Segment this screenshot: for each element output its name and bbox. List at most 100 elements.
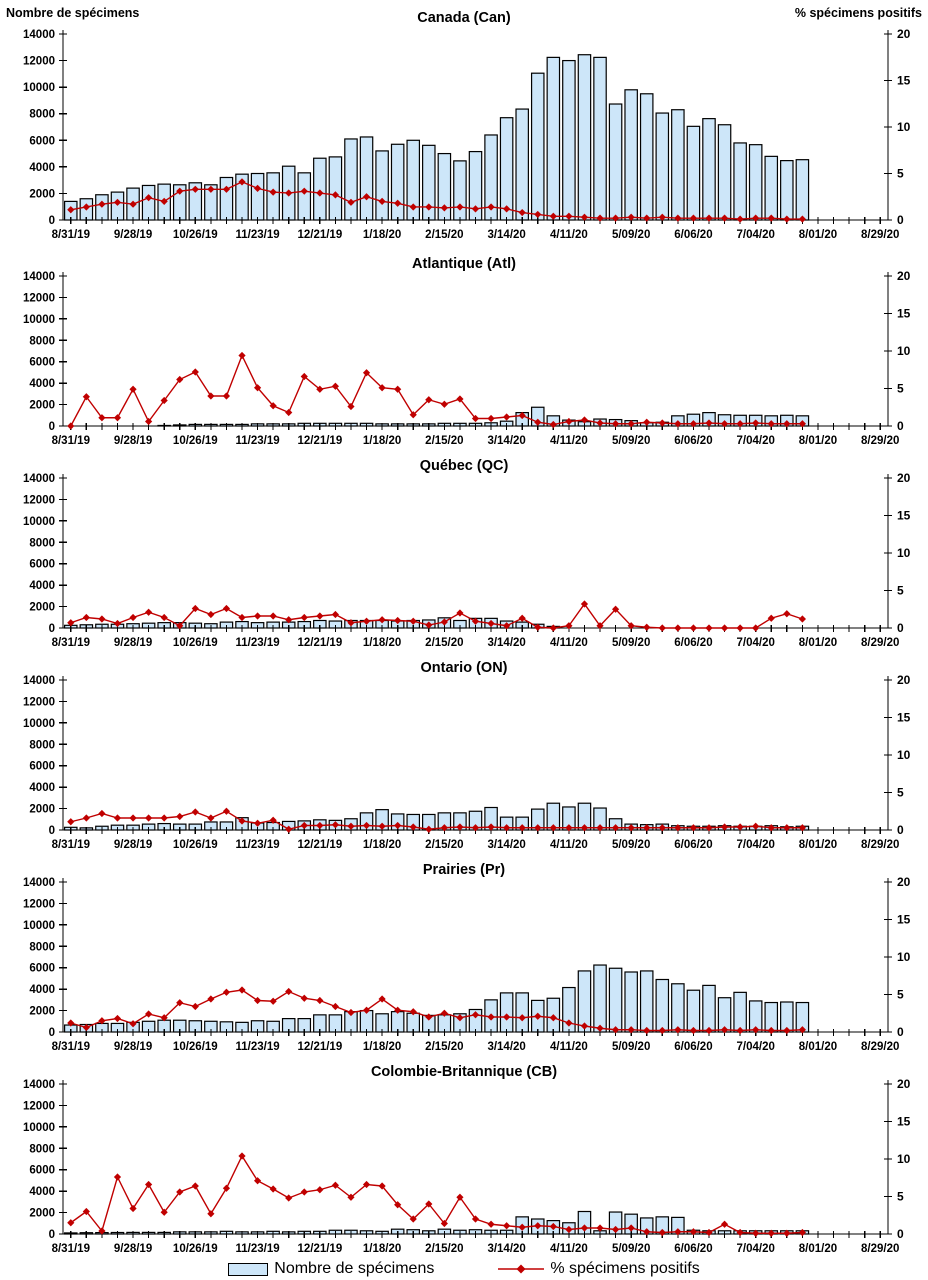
chart-title: Colombie-Britannique (CB) [371, 1064, 557, 1080]
x-tick-label: 8/29/20 [861, 839, 899, 851]
left-tick-label: 2000 [29, 188, 55, 200]
pct-positive-marker [487, 203, 495, 211]
pct-positive-marker [425, 621, 433, 629]
chart-Atlantique (Atl): Atlantique (Atl) 0 2000 4000 6000 8000 10000 12… [23, 256, 911, 447]
left-tick-label: 12000 [23, 56, 55, 68]
pct-positive-marker [238, 351, 246, 360]
pct-positive-marker [503, 824, 511, 832]
pct-positive-marker [534, 418, 542, 426]
right-tick-label: 0 [897, 1227, 904, 1241]
x-tick-label: 2/15/20 [425, 1041, 463, 1053]
left-tick-label: 10000 [23, 718, 55, 730]
pct-positive-marker [98, 1017, 106, 1025]
pct-positive-marker [378, 384, 386, 392]
pct-positive-marker [565, 417, 573, 426]
pct-positive-marker [316, 1186, 324, 1194]
bar [733, 142, 747, 221]
pct-positive-marker [176, 375, 184, 384]
left-tick-label: 8000 [29, 1143, 55, 1155]
pct-positive-marker [253, 384, 262, 392]
x-tick-label: 8/31/19 [52, 229, 90, 241]
x-tick-label: 8/29/20 [861, 637, 899, 649]
x-tick-label: 1/18/20 [363, 435, 401, 447]
pct-positive-marker [145, 608, 153, 616]
bar [344, 138, 358, 221]
pct-positive-marker [160, 197, 168, 205]
pct-positive-marker [238, 613, 246, 622]
pct-positive-marker [347, 619, 355, 627]
x-tick-label: 9/28/19 [114, 1041, 152, 1053]
pct-positive-marker [534, 210, 542, 219]
left-tick-label: 14000 [23, 271, 55, 283]
pct-positive-marker [331, 382, 340, 390]
pct-positive-marker [643, 418, 651, 426]
bar [359, 136, 374, 221]
bar [313, 157, 327, 221]
x-tick-label: 8/01/20 [799, 1041, 837, 1053]
x-tick-label: 4/11/20 [550, 1041, 588, 1053]
pct-positive-marker [409, 203, 417, 211]
x-tick-label: 2/15/20 [425, 839, 463, 851]
left-tick-label: 4000 [29, 162, 55, 174]
pct-positive-marker [720, 624, 729, 632]
pct-positive-marker [580, 600, 589, 608]
pct-positive-marker [238, 817, 246, 825]
pct-positive-marker [658, 824, 666, 832]
pct-positive-marker [222, 604, 231, 613]
left-tick-label: 2000 [29, 400, 55, 412]
right-tick-label: 20 [897, 269, 911, 283]
pct-positive-marker [285, 825, 293, 833]
right-tick-label: 0 [897, 823, 904, 837]
pct-positive-marker [207, 610, 215, 619]
pct-positive-marker [487, 1220, 495, 1228]
pct-positive-marker [362, 369, 371, 377]
bar [608, 103, 623, 221]
pct-positive-marker [736, 420, 744, 428]
x-tick-label: 7/04/20 [737, 229, 775, 241]
pct-positive-marker [783, 610, 791, 618]
pct-positive-marker [67, 206, 75, 214]
left-tick-label: 4000 [29, 580, 55, 592]
left-tick-label: 10000 [23, 82, 55, 94]
pct-positive-marker [129, 613, 137, 622]
pct-positive-marker [394, 616, 402, 625]
pct-positive-marker [705, 214, 713, 222]
pct-positive-marker [752, 419, 760, 427]
pct-positive-marker [191, 368, 199, 376]
pct-positive-marker [222, 1184, 231, 1192]
pct-positive-marker [331, 821, 340, 829]
pct-positive-marker [316, 821, 324, 830]
x-tick-label: 5/09/20 [612, 1041, 650, 1053]
chart-title: Ontario (ON) [421, 660, 508, 676]
left-tick-label: 12000 [23, 292, 55, 304]
pct-positive-marker [534, 1012, 542, 1020]
chart-Ontario (ON): Ontario (ON) 0 2000 4000 6000 8000 10000 12000 1… [23, 660, 911, 851]
pct-positive-marker [596, 622, 604, 630]
x-tick-label: 8/29/20 [861, 1041, 899, 1053]
left-tick-label: 14000 [23, 1079, 55, 1091]
chart-title: Canada (Can) [417, 10, 511, 26]
x-tick-label: 12/21/19 [297, 637, 342, 649]
pct-positive-marker [674, 624, 682, 632]
x-tick-label: 8/01/20 [799, 435, 837, 447]
pct-positive-marker [207, 185, 215, 193]
x-tick-label: 5/09/20 [612, 839, 650, 851]
x-tick-label: 1/18/20 [363, 229, 401, 241]
x-tick-label: 2/15/20 [425, 1243, 463, 1255]
bar [655, 112, 670, 221]
x-tick-label: 8/31/19 [52, 435, 90, 447]
left-tick-label: 0 [49, 421, 55, 433]
pct-positive-marker [394, 1006, 402, 1014]
pct-positive-marker [394, 821, 402, 830]
pct-positive-marker [534, 623, 542, 631]
pct-positive-marker [720, 214, 729, 222]
x-tick-label: 4/11/20 [550, 839, 588, 851]
pct-positive-marker [643, 623, 651, 631]
pct-positive-marker [207, 995, 215, 1003]
pct-positive-marker [440, 1009, 448, 1017]
pct-positive-marker [145, 1180, 153, 1189]
x-tick-label: 9/28/19 [114, 1243, 152, 1255]
pct-positive-marker [503, 622, 511, 630]
